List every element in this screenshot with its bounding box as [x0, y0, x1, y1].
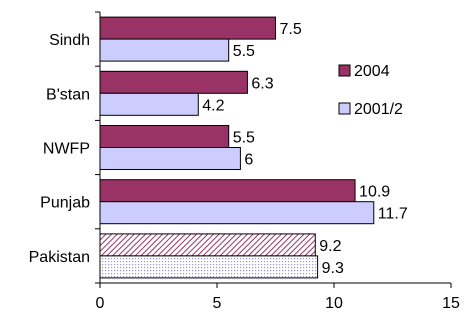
bar-b-stan-2004 [99, 70, 248, 94]
bar-nwfp-2001-2 [99, 147, 241, 170]
x-tick-label-0: 0 [96, 295, 105, 312]
value-label-sindh-2001-2: 5.5 [233, 43, 255, 60]
bar-punjab-2004 [99, 179, 356, 203]
category-label-nwfp: NWFP [43, 141, 90, 158]
category-label-pakistan: Pakistan [29, 249, 90, 266]
legend-swatch-2004 [338, 64, 351, 77]
bar-nwfp-2004 [99, 125, 230, 148]
value-label-b-stan-2001-2: 4.2 [202, 97, 224, 114]
x-tick-label-10: 10 [325, 295, 343, 312]
value-label-sindh-2004: 7.5 [280, 21, 302, 38]
category-label-b-stan: B'stan [46, 86, 90, 103]
x-tick-label-15: 15 [442, 295, 460, 312]
value-label-pakistan-2001-2: 9.3 [322, 260, 344, 277]
value-label-nwfp-2004: 5.5 [233, 130, 255, 147]
legend: 2004 2001/2 [338, 63, 403, 118]
bar-punjab-2001-2 [99, 201, 375, 225]
legend-label-2004: 2004 [354, 63, 390, 80]
legend-label-2001-2: 2001/2 [354, 101, 403, 118]
category-label-sindh: Sindh [49, 32, 90, 49]
value-label-pakistan-2004: 9.2 [319, 238, 341, 255]
x-tick-label-5: 5 [213, 295, 222, 312]
bar-pakistan-2001-2 [99, 255, 319, 279]
bar-sindh-2001-2 [99, 38, 230, 62]
axis-layer: 0 5 10 15 [95, 11, 460, 312]
bar-pakistan-2004 [99, 233, 316, 257]
value-label-nwfp-2001-2: 6 [244, 152, 253, 169]
value-label-punjab-2001-2: 11.7 [378, 206, 408, 223]
bar-sindh-2004 [99, 16, 276, 40]
labels-layer: 7.5 5.5 Sindh 6.3 4.2 B'stan 5.5 6 NWFP 10.9 11.7 P… [29, 21, 408, 277]
legend-swatch-2001-2 [338, 102, 351, 115]
value-label-punjab-2004: 10.9 [359, 184, 390, 201]
value-label-b-stan-2004: 6.3 [251, 75, 273, 92]
category-label-punjab: Punjab [40, 195, 90, 212]
bar-b-stan-2001-2 [99, 92, 199, 116]
